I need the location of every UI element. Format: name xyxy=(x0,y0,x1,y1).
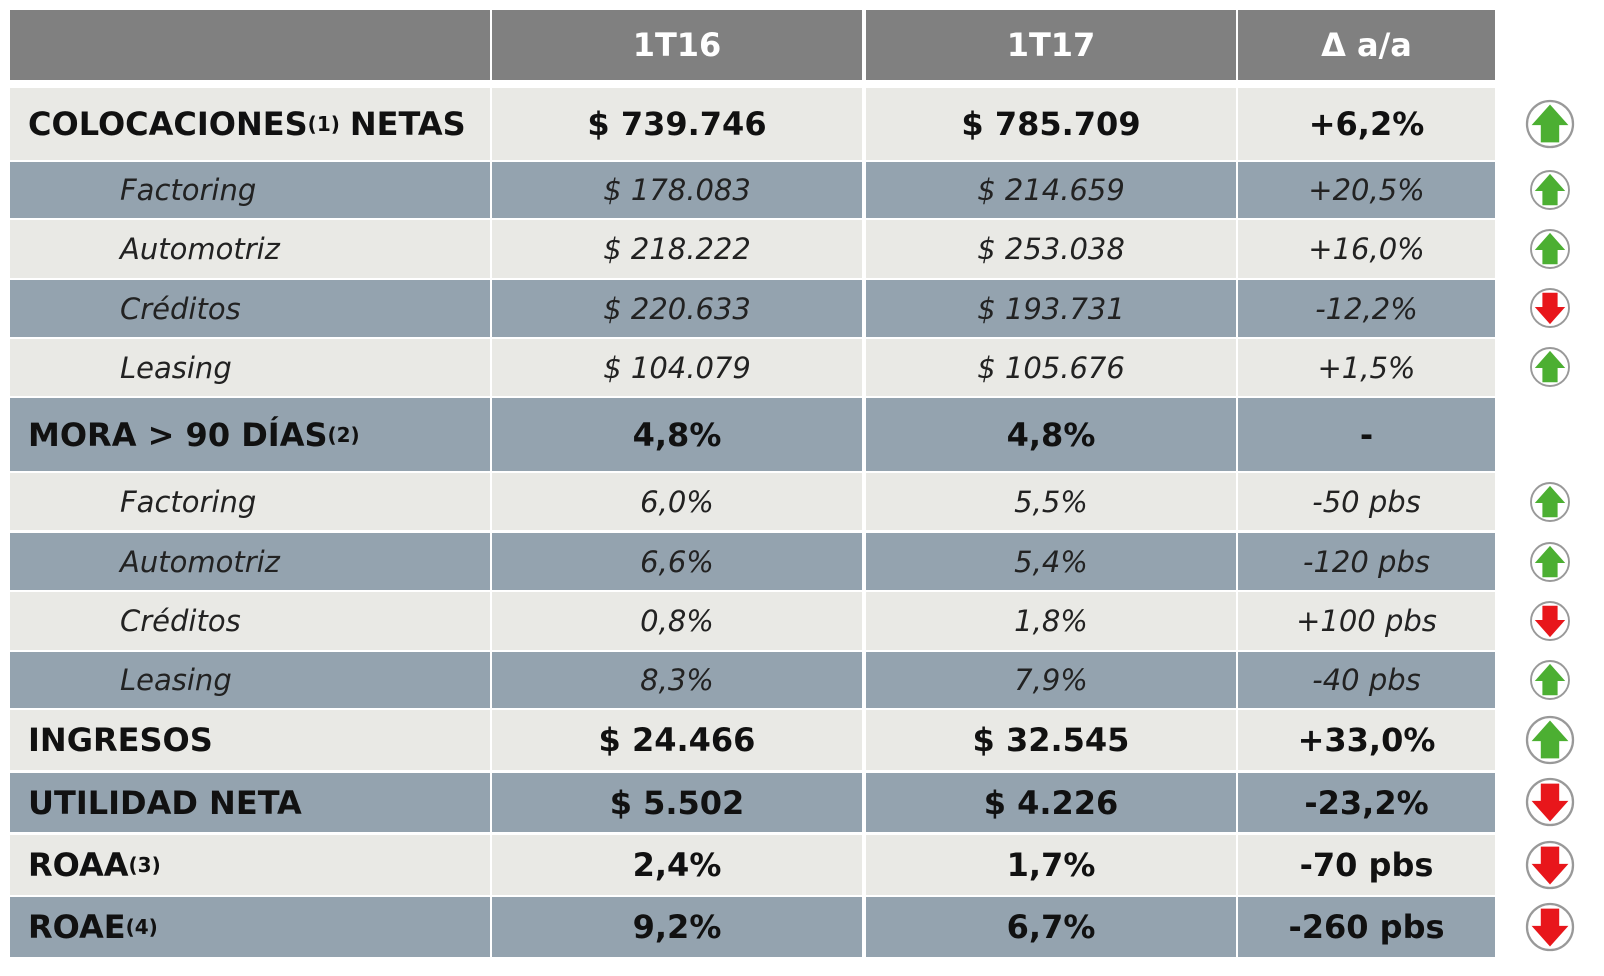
row-label: UTILIDAD NETA xyxy=(10,773,490,832)
value-cell: $ 193.731 xyxy=(866,280,1236,337)
label-text: ROAE xyxy=(28,908,126,946)
down-arrow xyxy=(1525,840,1575,890)
value-cell: 5,5% xyxy=(866,473,1236,530)
value-cell: $ 178.083 xyxy=(492,162,862,218)
row-label: Leasing xyxy=(10,652,490,708)
value-cell: $ 105.676 xyxy=(866,339,1236,396)
value-cell: $ 218.222 xyxy=(492,220,862,278)
up-arrow xyxy=(1530,229,1570,269)
row-label: Créditos xyxy=(10,280,490,337)
value-cell: $ 4.226 xyxy=(866,773,1236,832)
up-arrow xyxy=(1525,99,1575,149)
value-cell: $ 32.545 xyxy=(866,710,1236,770)
label-text: Factoring xyxy=(120,484,257,519)
up-arrow xyxy=(1530,482,1570,522)
value-cell: +6,2% xyxy=(1238,88,1495,160)
value-cell: 1,8% xyxy=(866,592,1236,650)
value-cell: $ 214.659 xyxy=(866,162,1236,218)
value-cell: 2,4% xyxy=(492,835,862,895)
value-cell: -40 pbs xyxy=(1238,652,1495,708)
row-label: INGRESOS xyxy=(10,710,490,770)
up-arrow xyxy=(1530,170,1570,210)
label-text: Automotriz xyxy=(120,232,280,266)
row-label: Automotriz xyxy=(10,220,490,278)
label-text: Créditos xyxy=(120,291,241,326)
label-text: Créditos xyxy=(120,604,241,638)
row-label: Automotriz xyxy=(10,533,490,590)
value-cell: +100 pbs xyxy=(1238,592,1495,650)
value-cell: $ 785.709 xyxy=(866,88,1236,160)
value-cell: -70 pbs xyxy=(1238,835,1495,895)
value-cell: 6,6% xyxy=(492,533,862,590)
value-cell: -120 pbs xyxy=(1238,533,1495,590)
value-cell: 0,8% xyxy=(492,592,862,650)
footnote-ref: (2) xyxy=(327,422,360,447)
up-arrow xyxy=(1530,347,1570,387)
value-cell: -260 pbs xyxy=(1238,897,1495,957)
row-label: COLOCACIONES (1) NETAS xyxy=(10,88,490,160)
value-cell: +1,5% xyxy=(1238,339,1495,396)
down-arrow xyxy=(1525,777,1575,827)
value-cell: 8,3% xyxy=(492,652,862,708)
label-text: Automotriz xyxy=(120,544,280,579)
footnote-ref: (4) xyxy=(125,915,158,939)
value-cell: +33,0% xyxy=(1238,710,1495,770)
down-arrow xyxy=(1530,601,1570,641)
header-cell xyxy=(10,10,490,80)
label-text: Factoring xyxy=(120,173,257,207)
up-arrow xyxy=(1525,715,1575,765)
label-text: Leasing xyxy=(120,350,232,385)
up-arrow xyxy=(1530,542,1570,582)
header-cell: 1T16 xyxy=(492,10,862,80)
value-cell: +16,0% xyxy=(1238,220,1495,278)
up-arrow xyxy=(1530,660,1570,700)
value-cell: $ 5.502 xyxy=(492,773,862,832)
value-cell: +20,5% xyxy=(1238,162,1495,218)
footnote-ref: (3) xyxy=(128,853,161,877)
value-cell: 9,2% xyxy=(492,897,862,957)
value-cell: $ 104.079 xyxy=(492,339,862,396)
row-label: Factoring xyxy=(10,473,490,530)
label-text: Leasing xyxy=(120,663,232,697)
label-text: MORA > 90 DÍAS xyxy=(28,415,328,454)
value-cell: 7,9% xyxy=(866,652,1236,708)
value-cell: 4,8% xyxy=(866,398,1236,471)
header-cell: Δ a/a xyxy=(1238,10,1495,80)
row-label: ROAE (4) xyxy=(10,897,490,957)
value-cell: -50 pbs xyxy=(1238,473,1495,530)
value-cell: - xyxy=(1238,398,1495,471)
value-cell: -23,2% xyxy=(1238,773,1495,832)
row-label: Leasing xyxy=(10,339,490,396)
value-cell: -12,2% xyxy=(1238,280,1495,337)
label-text: NETAS xyxy=(349,105,466,143)
label-text: COLOCACIONES xyxy=(28,105,308,143)
footnote-ref: (1) xyxy=(307,112,340,136)
value-cell: 6,7% xyxy=(866,897,1236,957)
value-cell: 6,0% xyxy=(492,473,862,530)
header-cell: 1T17 xyxy=(866,10,1236,80)
value-cell: $ 220.633 xyxy=(492,280,862,337)
row-label: Factoring xyxy=(10,162,490,218)
value-cell: 1,7% xyxy=(866,835,1236,895)
row-label: MORA > 90 DÍAS (2) xyxy=(10,398,490,471)
value-cell: $ 253.038 xyxy=(866,220,1236,278)
value-cell: 4,8% xyxy=(492,398,862,471)
label-text: INGRESOS xyxy=(28,721,213,759)
value-cell: $ 739.746 xyxy=(492,88,862,160)
value-cell: 5,4% xyxy=(866,533,1236,590)
row-label: Créditos xyxy=(10,592,490,650)
label-text: ROAA xyxy=(28,846,129,884)
row-label: ROAA (3) xyxy=(10,835,490,895)
down-arrow xyxy=(1525,902,1575,952)
value-cell: $ 24.466 xyxy=(492,710,862,770)
label-text: UTILIDAD NETA xyxy=(28,783,302,822)
down-arrow xyxy=(1530,288,1570,328)
